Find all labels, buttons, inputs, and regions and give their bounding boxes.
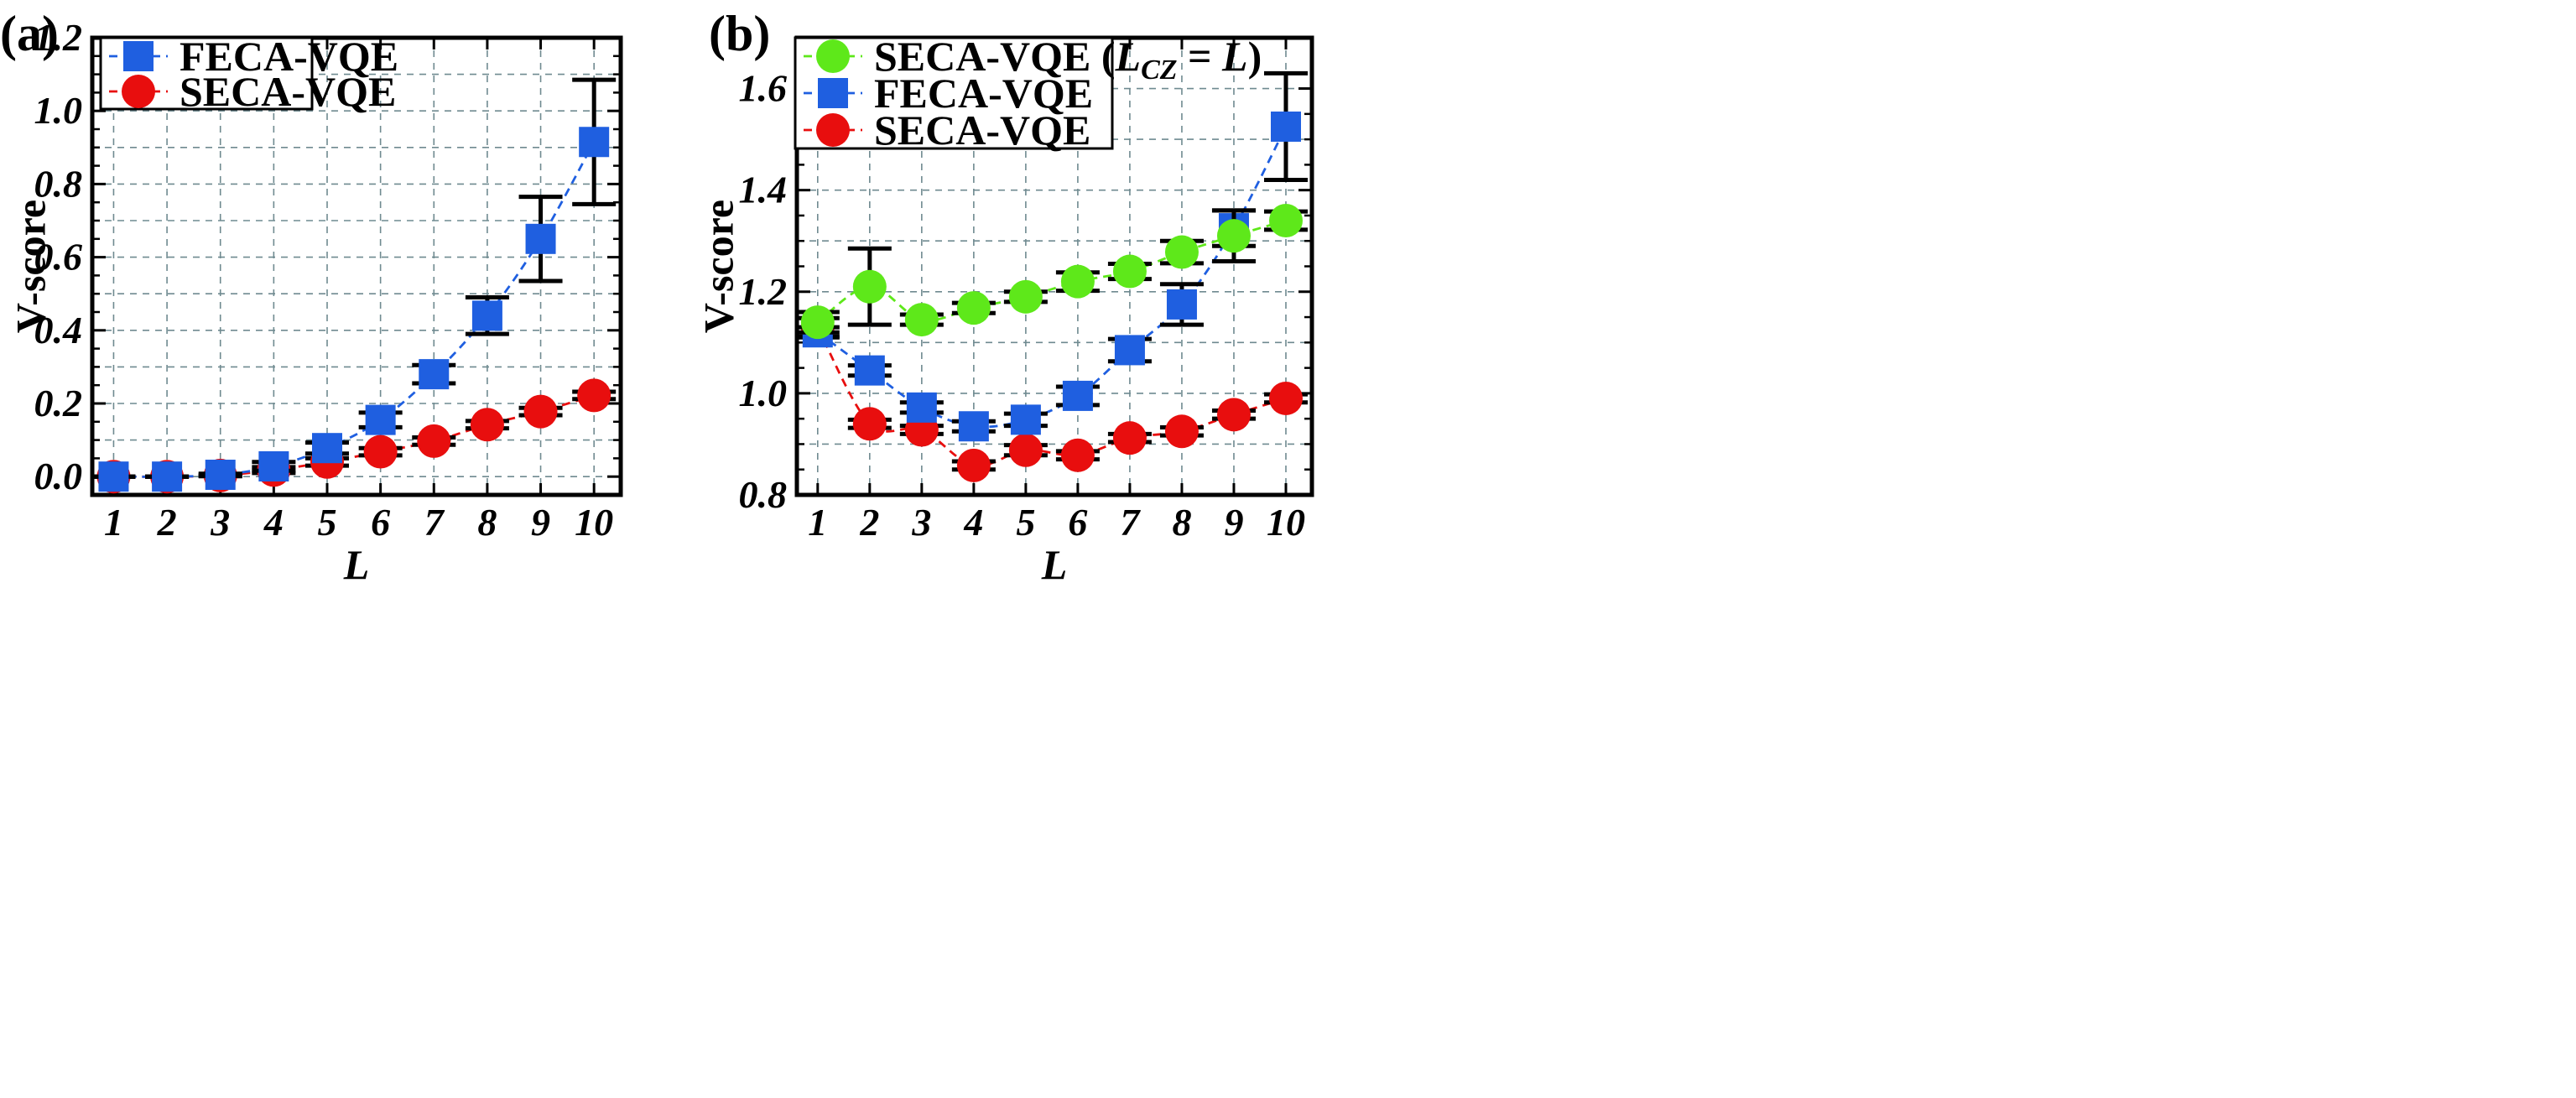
y-tick-label: 1.0 [739,372,788,414]
x-tick-label: 1 [808,501,827,544]
data-point [1167,289,1197,320]
data-point [1217,398,1251,431]
figure: 1 2 3 4 5 6 7 8 9 100.00.20.40.60.81.01.2LV-score… [0,0,2576,1098]
series-line [113,142,594,476]
x-tick-label: 5 [318,501,337,544]
data-point [1063,381,1093,411]
x-axis-label: L [1041,541,1068,588]
data-point [577,378,611,412]
y-tick-label: 1.0 [34,89,83,132]
data-point [1061,265,1095,299]
x-tick-label: 2 [859,501,879,544]
data-point [417,424,450,458]
data-point [801,305,835,339]
legend-marker-circle [816,113,850,147]
y-axis-label: V-score [695,200,742,333]
x-tick-label: 10 [575,501,613,544]
data-point [1113,421,1147,455]
data-point [1113,255,1147,289]
data-point [957,449,991,482]
data-point [364,435,398,469]
x-tick-label: 9 [1224,501,1243,544]
data-point [907,393,937,423]
data-point [957,291,991,325]
data-point [1009,434,1043,467]
panel-label: (a) [0,6,59,61]
data-point [905,303,939,336]
series-feca-vqe [91,80,616,492]
y-tick-label: 1.6 [739,67,788,110]
data-point [419,359,449,389]
data-point [471,408,504,441]
data-point [855,356,885,386]
x-tick-label: 4 [263,501,284,544]
x-tick-label: 6 [371,501,390,544]
data-point [152,461,182,492]
data-point [366,405,396,435]
data-point [1165,236,1199,269]
series-line [818,127,1286,427]
data-point [1269,382,1303,415]
data-point [853,270,887,304]
data-point [853,407,887,440]
x-tick-label: 4 [963,501,983,544]
y-tick-label: 0.0 [34,455,83,497]
x-tick-label: 2 [157,501,177,544]
legend-label: SECA-VQE [180,68,396,115]
data-point [206,460,236,490]
data-point [1011,404,1041,435]
legend-marker-circle [816,39,850,73]
y-tick-label: 0.8 [739,473,788,516]
data-point [1061,439,1095,472]
data-point [1271,112,1301,142]
series-seca-vqe [796,310,1308,482]
data-point [959,411,989,441]
legend-marker-square [818,78,848,108]
x-axis-label: L [343,541,370,588]
y-tick-label: 0.2 [34,382,83,424]
data-point [472,300,502,330]
series-seca-vqe-l [796,204,1308,339]
data-point [1269,204,1303,237]
data-point [312,433,342,463]
panel-label: (b) [709,6,770,61]
x-tick-label: 8 [477,501,497,544]
data-point [1009,280,1043,314]
x-tick-label: 7 [424,501,445,544]
chart-panel-a: 1 2 3 4 5 6 7 8 9 10 0.0 0.2 0.4 0.6 0.8 1.0 1.2 L V-score… [0,6,621,588]
data-point [524,395,558,429]
series-line [818,327,1286,466]
chart-panel-b: 1 2 3 4 5 6 7 8 9 10 0.8 1.0 1.2 1.4 1.6 L V-score (b) SEC… [695,6,1312,588]
y-tick-label: 0.8 [34,162,83,205]
x-tick-label: 8 [1172,501,1191,544]
data-point [579,127,609,157]
series-line [818,221,1286,322]
legend-label: SECA-VQE [874,107,1090,154]
x-tick-label: 7 [1120,501,1141,544]
y-tick-label: 1.4 [739,169,788,211]
data-point [1217,219,1251,252]
x-tick-label: 9 [531,501,550,544]
data-point [258,451,289,481]
x-tick-label: 5 [1016,501,1035,544]
y-axis-label: V-score [7,200,54,333]
x-tick-label: 3 [210,501,230,544]
x-tick-label: 3 [911,501,931,544]
x-tick-label: 6 [1068,501,1087,544]
data-point [1165,414,1199,448]
legend-marker-circle [122,75,155,108]
y-tick-label: 1.2 [739,270,788,313]
data-point [98,461,128,492]
data-point [1115,335,1145,365]
x-tick-label: 10 [1267,501,1305,544]
data-point [526,224,556,254]
legend-marker-square [123,41,154,71]
x-tick-label: 1 [104,501,123,544]
